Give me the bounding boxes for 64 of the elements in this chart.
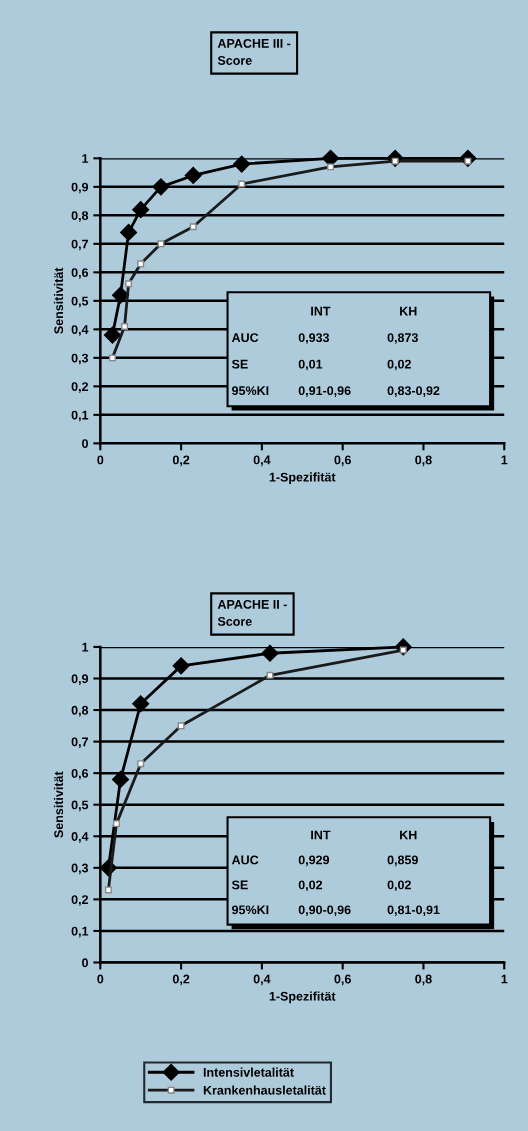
annotation: KH <box>400 306 417 316</box>
x-tick-label: 0 <box>97 974 104 984</box>
annotation: SE <box>231 880 248 890</box>
annotation: 0,859 <box>387 855 418 867</box>
y-tick-label: 0,7 <box>71 239 88 251</box>
y-tick-label: 0,8 <box>71 211 89 222</box>
x-tick-label: 1 <box>501 455 508 465</box>
x-tick-label: 1 <box>501 974 508 984</box>
annotation: 0,90-0,96 <box>298 905 351 917</box>
y-tick-label: 0,4 <box>71 832 89 843</box>
x-tick-label: 0 <box>97 455 104 465</box>
y-tick-label: 0,5 <box>71 800 89 812</box>
annotation: 0,929 <box>298 855 330 867</box>
y-tick-label: 0,2 <box>71 895 89 906</box>
x-tick-label: 0,6 <box>334 974 351 986</box>
annotation: SE <box>231 359 248 369</box>
x-tick-label: 0,4 <box>253 455 271 467</box>
x-tick-label: 0,8 <box>415 974 432 986</box>
annotation: 0,02 <box>298 880 323 892</box>
annotation: 95%KI <box>232 905 269 915</box>
annotation: 0,933 <box>298 333 330 344</box>
y-tick-label: 0,7 <box>71 737 88 749</box>
y-axis-title: Sensitivität <box>53 267 64 334</box>
x-tick-label: 0,6 <box>334 455 351 467</box>
y-tick-label: 0,1 <box>71 926 89 938</box>
x-tick-label: 0,2 <box>172 455 190 467</box>
x-axis-title: 1-Spezifität <box>269 991 336 1004</box>
annotation: INT <box>311 306 331 316</box>
y-tick-label: 1 <box>82 642 89 652</box>
x-tick-label: 0,2 <box>172 974 190 986</box>
y-tick-label: 0,4 <box>71 325 89 336</box>
y-tick-label: 0,2 <box>71 382 89 393</box>
y-tick-label: 1 <box>82 154 89 163</box>
y-tick-label: 0,1 <box>71 410 89 422</box>
annotation: 0,91-0,96 <box>298 386 351 397</box>
y-tick-label: 0 <box>82 958 88 968</box>
annotation: KH <box>400 830 417 840</box>
chart-title: APACHE III - Score <box>217 38 291 65</box>
annotation: 0,873 <box>387 333 418 344</box>
y-tick-label: 0,6 <box>71 768 89 780</box>
x-axis-title: 1-Spezifität <box>269 472 336 485</box>
y-tick-label: 0,3 <box>71 353 89 365</box>
chart-title: APACHE II - Score <box>217 599 287 626</box>
x-tick-label: 0,8 <box>415 455 432 467</box>
y-tick-label: 0,3 <box>71 863 89 875</box>
y-tick-label: 0,5 <box>71 296 89 308</box>
y-axis-title: Sensitivität <box>53 771 64 838</box>
x-tick-label: 0,4 <box>253 974 271 986</box>
y-tick-label: 0,9 <box>71 674 89 685</box>
annotation: AUC <box>231 333 259 343</box>
legend-label: Intensivletalität <box>203 1067 294 1077</box>
annotation: AUC <box>231 855 259 865</box>
y-tick-label: 0 <box>82 439 88 448</box>
y-tick-label: 0,6 <box>71 268 89 279</box>
annotation: 0,81-0,91 <box>387 905 440 917</box>
annotation: 0,83-0,92 <box>387 386 440 397</box>
annotation: 95%KI <box>232 386 269 396</box>
annotation: 0,01 <box>298 359 323 371</box>
annotation: 0,02 <box>387 880 411 892</box>
annotation: 0,02 <box>387 359 411 371</box>
legend-label: Krankenhausletalität <box>203 1085 326 1095</box>
annotation: INT <box>311 830 331 840</box>
y-tick-label: 0,9 <box>71 182 89 194</box>
y-tick-label: 0,8 <box>71 705 89 717</box>
